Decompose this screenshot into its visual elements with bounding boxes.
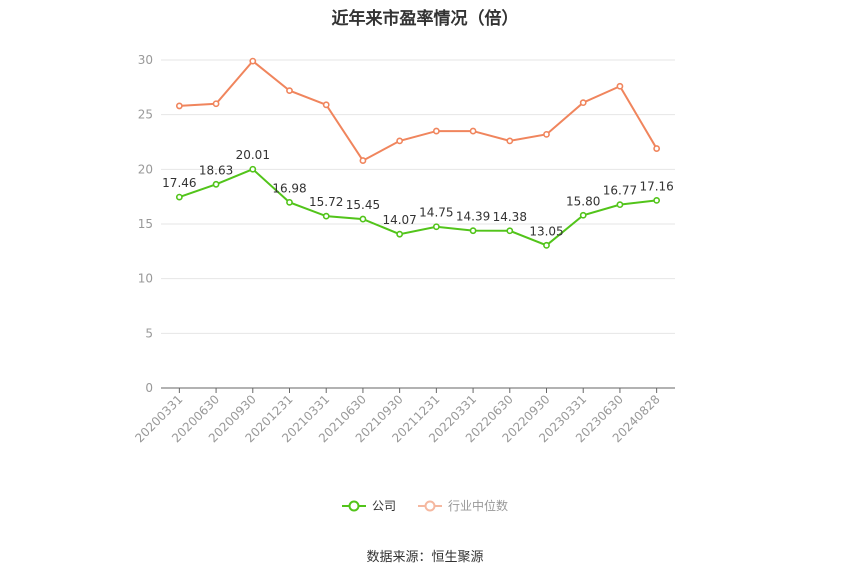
data-point-company: [469, 227, 477, 235]
y-tick-label: 25: [138, 108, 153, 122]
data-point-industry: [616, 82, 624, 90]
legend-industry-label: 行业中位数: [448, 499, 509, 513]
data-point-industry: [212, 100, 220, 108]
data-label: 15.80: [566, 194, 600, 208]
data-label: 14.39: [456, 210, 490, 224]
data-label: 17.16: [639, 179, 673, 193]
data-label: 15.45: [346, 198, 380, 212]
chart-title: 近年来市盈率情况（倍）: [331, 9, 519, 29]
axes: 0510152025302020033120200630202009302020…: [132, 53, 675, 445]
data-point-company: [543, 241, 550, 249]
source-note: 数据来源：恒生聚源: [366, 550, 484, 565]
series-line-company: [179, 168, 657, 247]
data-point-company: [322, 212, 330, 220]
legend: 公司 行业中位数: [0, 497, 850, 514]
data-point-company: [212, 180, 220, 188]
data-label: 17.46: [162, 176, 196, 190]
data-point-company: [616, 201, 624, 209]
data-label: 16.77: [603, 184, 637, 198]
data-point-industry: [322, 101, 330, 109]
data-point-industry: [653, 145, 661, 152]
data-point-industry: [469, 127, 477, 135]
data-point-company: [432, 223, 440, 231]
data-point-company: [506, 227, 514, 235]
data-point-company: [359, 215, 367, 223]
data-point-industry: [543, 130, 550, 138]
data-point-company: [249, 165, 257, 173]
data-point-industry: [579, 99, 587, 107]
data-point-industry: [432, 127, 440, 135]
y-tick-label: 10: [138, 272, 153, 286]
legend-industry-icon: [418, 500, 442, 511]
series: [175, 57, 661, 249]
data-label: 14.38: [493, 210, 527, 224]
data-point-company: [175, 193, 183, 201]
data-point-company: [396, 230, 404, 238]
y-tick-label: 20: [138, 162, 153, 176]
data-point-industry: [506, 137, 514, 145]
data-point-industry: [249, 57, 257, 65]
y-tick-label: 0: [145, 381, 153, 395]
legend-company-label: 公司: [371, 499, 396, 513]
data-point-company: [286, 198, 293, 206]
data-label: 20.01: [236, 148, 270, 162]
data-point-industry: [359, 157, 367, 164]
data-point-industry: [286, 87, 293, 95]
legend-item-industry[interactable]: 行业中位数: [418, 497, 508, 514]
data-point-company: [579, 211, 587, 219]
y-tick-label: 30: [138, 53, 153, 67]
data-label: 18.63: [199, 163, 233, 177]
legend-company-icon: [341, 500, 366, 511]
data-label: 16.98: [272, 181, 306, 195]
data-point-industry: [175, 102, 183, 110]
legend-item-company[interactable]: 公司: [341, 497, 396, 514]
data-label: 14.07: [382, 213, 416, 227]
data-point-industry: [396, 137, 404, 145]
series-line-industry: [179, 59, 658, 162]
data-label: 14.75: [419, 206, 453, 220]
y-tick-label: 5: [145, 326, 153, 340]
grid-lines: [161, 59, 675, 334]
data-label: 13.05: [529, 224, 563, 238]
data-point-company: [653, 196, 661, 204]
data-label: 15.72: [309, 195, 343, 209]
y-tick-label: 15: [138, 217, 153, 231]
